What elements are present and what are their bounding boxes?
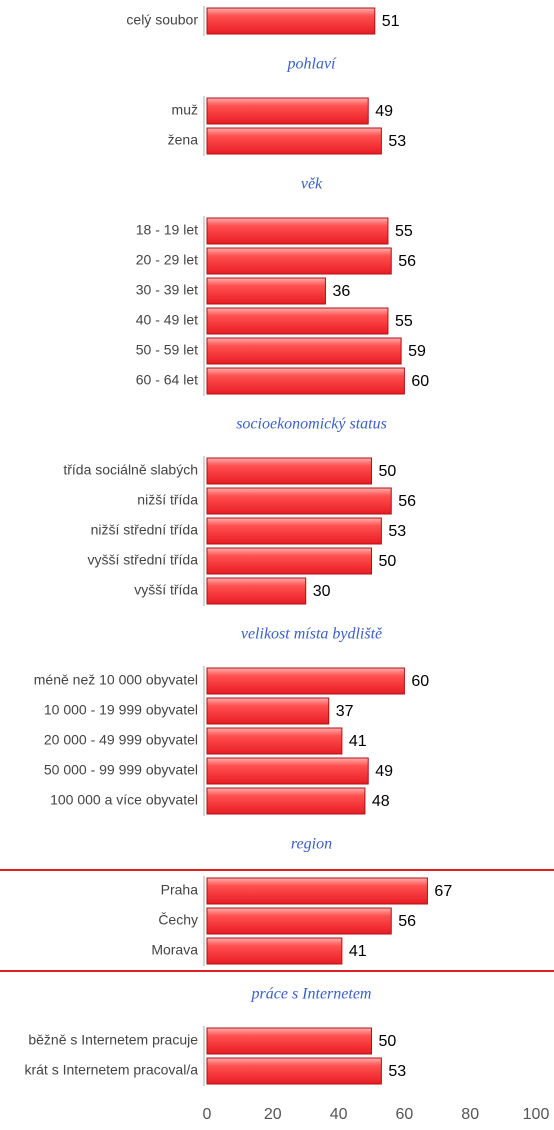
- category-label: 20 - 29 let: [136, 252, 198, 268]
- value-label: 60: [411, 373, 429, 390]
- x-tick-label: 0: [203, 1106, 212, 1123]
- bar: [206, 7, 376, 35]
- category-label: nižší třída: [137, 492, 198, 508]
- value-label: 30: [313, 583, 331, 600]
- value-label: 49: [375, 103, 393, 120]
- bar: [206, 217, 389, 245]
- group-title: práce s Internetem: [251, 986, 372, 1003]
- bar: [206, 337, 402, 365]
- value-label: 50: [379, 553, 397, 570]
- value-label: 50: [379, 1033, 397, 1050]
- bar: [206, 697, 330, 725]
- value-label: 53: [388, 523, 406, 540]
- category-label: vyšší střední třída: [88, 552, 199, 568]
- category-label: Morava: [151, 942, 198, 958]
- x-tick-label: 40: [330, 1106, 348, 1123]
- category-label: 50 - 59 let: [136, 342, 198, 358]
- category-label: krát s Internetem pracoval/a: [24, 1062, 198, 1078]
- bar: [206, 937, 343, 965]
- group-title: věk: [301, 176, 323, 193]
- value-label: 55: [395, 313, 413, 330]
- group-title: velikost místa bydliště: [241, 626, 383, 643]
- category-label: běžně s Internetem pracuje: [28, 1032, 198, 1048]
- category-label: Čechy: [158, 912, 198, 928]
- value-label: 36: [332, 283, 350, 300]
- category-label: 30 - 39 let: [136, 282, 198, 298]
- category-label: vyšší třída: [134, 582, 198, 598]
- x-tick-label: 100: [523, 1106, 550, 1123]
- bar: [206, 307, 389, 335]
- bar: [206, 907, 392, 935]
- bar: [206, 577, 307, 605]
- value-label: 55: [395, 223, 413, 240]
- category-label: méně než 10 000 obyvatel: [34, 672, 198, 688]
- bar: [206, 517, 382, 545]
- bar: [206, 457, 372, 485]
- group-title: pohlaví: [287, 56, 338, 73]
- category-label: 10 000 - 19 999 obyvatel: [44, 702, 198, 718]
- category-label: nižší střední třída: [91, 522, 199, 538]
- category-label: třída sociálně slabých: [63, 462, 198, 478]
- value-label: 53: [388, 133, 406, 150]
- bar: [206, 277, 326, 305]
- value-label: 48: [372, 793, 390, 810]
- value-label: 49: [375, 763, 393, 780]
- category-label: 18 - 19 let: [136, 222, 198, 238]
- value-label: 53: [388, 1063, 406, 1080]
- bar: [206, 1027, 372, 1055]
- value-label: 60: [411, 673, 429, 690]
- value-label: 41: [349, 943, 367, 960]
- bar: [206, 1057, 382, 1085]
- bar: [206, 667, 405, 695]
- value-label: 59: [408, 343, 426, 360]
- value-label: 51: [382, 13, 400, 30]
- category-label: 40 - 49 let: [136, 312, 198, 328]
- category-label: 100 000 a více obyvatel: [50, 792, 198, 808]
- value-label: 37: [336, 703, 354, 720]
- bar: [206, 547, 372, 575]
- bar: [206, 877, 428, 905]
- x-tick-label: 60: [396, 1106, 414, 1123]
- group-title: socioekonomický status: [236, 416, 387, 433]
- category-label: 20 000 - 49 999 obyvatel: [44, 732, 198, 748]
- category-label: Praha: [161, 882, 199, 898]
- bar: [206, 757, 369, 785]
- category-label: muž: [172, 102, 198, 118]
- bar: [206, 727, 343, 755]
- category-label: celý soubor: [126, 12, 198, 28]
- value-label: 50: [379, 463, 397, 480]
- value-label: 67: [434, 883, 452, 900]
- bar: [206, 367, 405, 395]
- bar: [206, 97, 369, 125]
- category-label: žena: [168, 132, 199, 148]
- bar: [206, 487, 392, 515]
- value-label: 56: [398, 493, 416, 510]
- bar: [206, 787, 366, 815]
- category-label: 60 - 64 let: [136, 372, 198, 388]
- value-label: 56: [398, 913, 416, 930]
- bar: [206, 127, 382, 155]
- group-title: region: [291, 836, 332, 853]
- x-tick-label: 20: [264, 1106, 282, 1123]
- x-tick-label: 80: [461, 1106, 479, 1123]
- category-label: 50 000 - 99 999 obyvatel: [44, 762, 198, 778]
- bar: [206, 247, 392, 275]
- value-label: 56: [398, 253, 416, 270]
- value-label: 41: [349, 733, 367, 750]
